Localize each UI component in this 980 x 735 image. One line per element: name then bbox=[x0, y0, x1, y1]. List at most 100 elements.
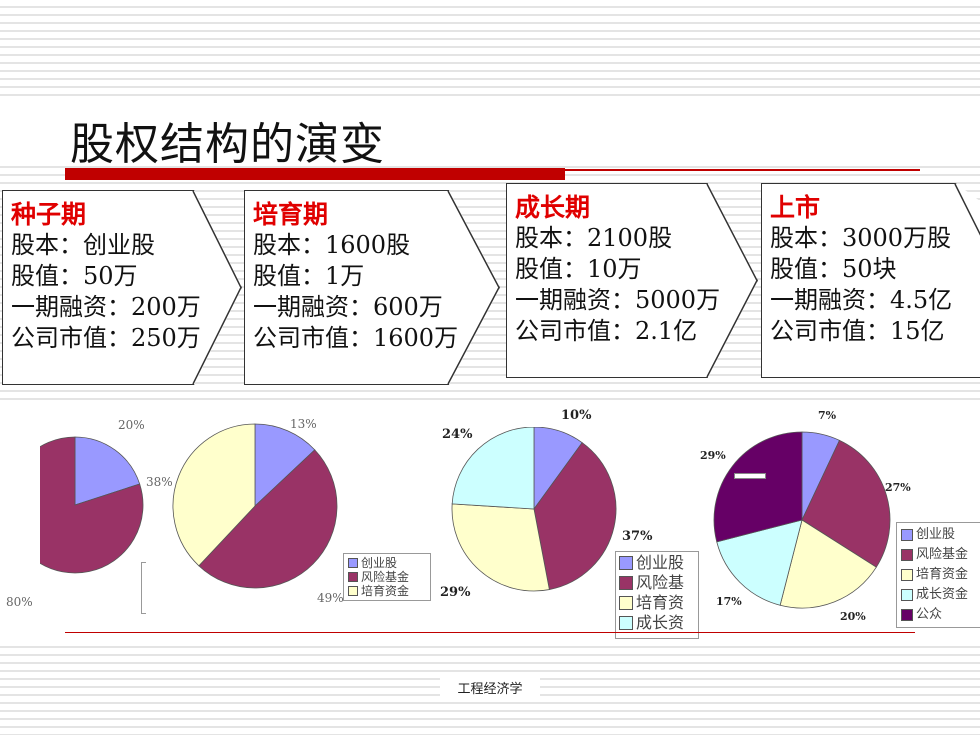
legend-item: 创业股 bbox=[619, 553, 695, 573]
pie-chart-incubation bbox=[172, 423, 338, 589]
pie-slice-3 bbox=[172, 423, 256, 567]
legend-item: 培育资 bbox=[619, 593, 695, 613]
legend-swatch bbox=[901, 609, 913, 621]
pie-slice-2 bbox=[198, 449, 338, 589]
pie-slice-1 bbox=[254, 423, 316, 507]
stage-line: 一期融资：4.5亿 bbox=[770, 286, 953, 314]
title-underline-bar bbox=[65, 168, 565, 180]
legend-item: 公众 bbox=[901, 605, 977, 625]
pie-slice-4 bbox=[716, 519, 803, 606]
legend-swatch bbox=[901, 569, 913, 581]
legend-swatch bbox=[619, 576, 633, 590]
legend-item: 风险基金 bbox=[348, 570, 426, 584]
arrow-outline bbox=[954, 184, 980, 237]
stage-line: 股本：1600股 bbox=[253, 231, 411, 259]
legend-swatch bbox=[348, 558, 358, 568]
legend-swatch bbox=[619, 556, 633, 570]
legend-label: 成长资 bbox=[636, 613, 685, 632]
stage-box-seed: 种子期 股本：创业股 股值：50万 一期融资：200万 公司市值：250万 bbox=[2, 190, 242, 385]
stage-box-ipo: 上市 股本：3000万股 股值：50块 一期融资：4.5亿 公司市值：15亿 bbox=[761, 183, 980, 378]
stage-name: 种子期 bbox=[11, 200, 87, 229]
legend: 创业股 风险基 培育资 成长资 bbox=[615, 551, 699, 639]
stage-line: 股值：50块 bbox=[770, 255, 897, 283]
legend-item: 培育资金 bbox=[348, 584, 426, 598]
legend-item: 成长资金 bbox=[901, 585, 977, 605]
legend-label: 风险基金 bbox=[916, 547, 969, 562]
pie-chart-seed bbox=[40, 436, 144, 574]
legend-label: 创业股 bbox=[361, 556, 398, 570]
data-label: 10% bbox=[561, 408, 592, 423]
data-label: 37% bbox=[622, 529, 653, 544]
title-underline-line bbox=[565, 169, 920, 171]
stage-line: 股本：2100股 bbox=[515, 224, 673, 252]
data-label: 29% bbox=[440, 585, 471, 600]
selection-handle bbox=[734, 473, 766, 479]
stage-box-growth: 成长期 股本：2100股 股值：10万 一期融资：5000万 公司市值：2.1亿 bbox=[506, 183, 758, 378]
data-label: 38% bbox=[146, 475, 173, 489]
stage-line: 股本：3000万股 bbox=[770, 224, 952, 252]
legend-label: 公众 bbox=[916, 607, 943, 622]
data-label: 27% bbox=[885, 481, 911, 494]
page-title: 股权结构的演变 bbox=[70, 119, 385, 170]
legend-label: 培育资金 bbox=[361, 584, 410, 598]
stage-name: 成长期 bbox=[515, 193, 591, 222]
pie-chart-growth bbox=[451, 427, 617, 592]
footer-divider bbox=[65, 632, 915, 633]
data-label: 49% bbox=[317, 591, 344, 605]
stage-line: 公司市值：250万 bbox=[11, 324, 201, 352]
stage-line: 一期融资：200万 bbox=[11, 293, 201, 321]
pie-slice-2 bbox=[40, 436, 144, 574]
data-label: 7% bbox=[818, 409, 837, 422]
data-label: 13% bbox=[290, 417, 317, 431]
pie-slice-1 bbox=[74, 436, 141, 506]
legend-swatch bbox=[619, 616, 633, 630]
legend-item: 培育资金 bbox=[901, 565, 977, 585]
stage-line: 公司市值：15亿 bbox=[770, 317, 945, 345]
pie-chart-ipo bbox=[713, 431, 891, 609]
legend-swatch bbox=[901, 549, 913, 561]
stage-name: 上市 bbox=[770, 193, 821, 222]
arrow-outline bbox=[192, 191, 241, 384]
footer-text: 工程经济学 bbox=[457, 682, 523, 697]
footer-band bbox=[440, 674, 540, 698]
legend-label: 风险基 bbox=[636, 573, 685, 592]
stage-line: 公司市值：1600万 bbox=[253, 324, 459, 352]
legend-swatch bbox=[348, 572, 358, 582]
legend: 创业股 风险基金 培育资金 bbox=[343, 553, 431, 601]
legend-item: 成长资 bbox=[619, 613, 695, 633]
data-label: 17% bbox=[716, 595, 742, 608]
legend-item: 风险基金 bbox=[901, 545, 977, 565]
stage-box-incubation: 培育期 股本：1600股 股值：1万 一期融资：600万 公司市值：1600万 bbox=[244, 190, 500, 385]
legend-label: 创业股 bbox=[636, 553, 685, 572]
legend-swatch bbox=[619, 596, 633, 610]
legend-label: 培育资 bbox=[636, 593, 685, 612]
legend-fragment bbox=[141, 562, 146, 614]
pie-slice-5 bbox=[713, 431, 803, 543]
data-label: 24% bbox=[442, 427, 473, 442]
legend-label: 成长资金 bbox=[916, 587, 969, 602]
data-label: 29% bbox=[700, 449, 726, 462]
arrow-outline bbox=[706, 184, 757, 377]
stage-line: 股值：10万 bbox=[515, 255, 642, 283]
stage-line: 股值：50万 bbox=[11, 262, 138, 290]
pie-slice-2 bbox=[801, 439, 891, 568]
legend-item: 风险基 bbox=[619, 573, 695, 593]
data-label: 20% bbox=[118, 418, 145, 432]
stage-line: 公司市值：2.1亿 bbox=[515, 317, 698, 345]
chart-area: 20% 80% 13% 38% 49% 创业股 风险基金 培育资金 10% 24% … bbox=[0, 405, 980, 640]
arrow-outline bbox=[447, 191, 499, 384]
legend-swatch bbox=[348, 586, 358, 596]
title-band bbox=[0, 96, 980, 166]
stage-line: 股值：1万 bbox=[253, 262, 365, 290]
legend-item: 创业股 bbox=[901, 525, 977, 545]
legend-label: 培育资金 bbox=[916, 567, 969, 582]
stage-line: 一期融资：600万 bbox=[253, 293, 443, 321]
legend-swatch bbox=[901, 529, 913, 541]
legend-label: 创业股 bbox=[916, 527, 956, 542]
legend-swatch bbox=[901, 589, 913, 601]
data-label: 80% bbox=[6, 595, 33, 609]
pie-slice-3 bbox=[451, 503, 550, 592]
legend-label: 风险基金 bbox=[361, 570, 410, 584]
pie-slice-2 bbox=[533, 442, 617, 591]
legend-item: 创业股 bbox=[348, 556, 426, 570]
